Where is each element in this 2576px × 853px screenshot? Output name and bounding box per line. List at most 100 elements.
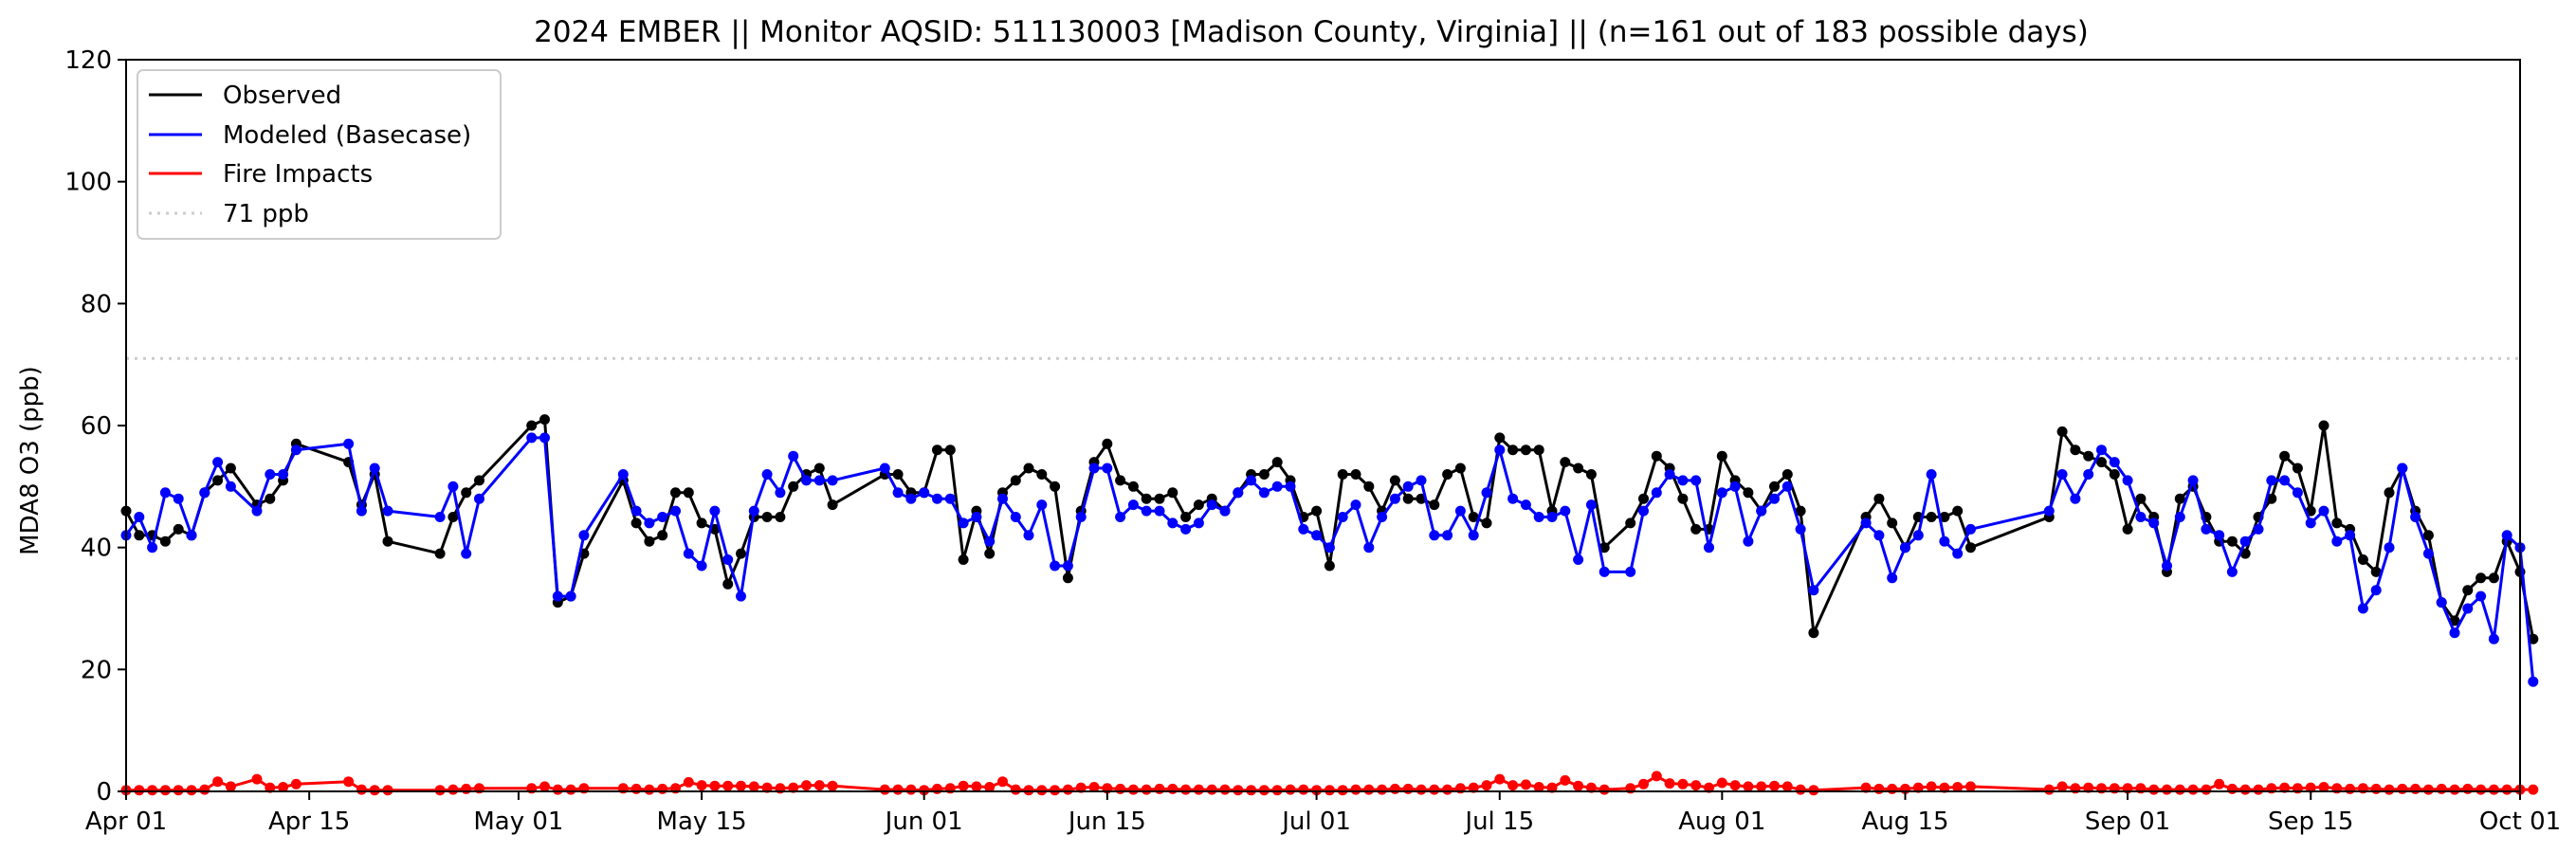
data-point-modeled-basecase [290, 445, 301, 456]
data-point-modeled-basecase [1062, 560, 1073, 572]
data-point-modeled-basecase [1900, 542, 1910, 554]
data-point-modeled-basecase [1912, 530, 1924, 541]
data-point-modeled-basecase [2174, 512, 2185, 522]
data-point-modeled-basecase [1690, 475, 1702, 486]
data-point-fire-impacts [2279, 782, 2291, 793]
data-point-observed [1769, 481, 1780, 492]
data-point-modeled-basecase [159, 487, 171, 499]
data-point-fire-impacts [1520, 779, 1531, 790]
data-point-fire-impacts [2148, 784, 2160, 795]
data-point-modeled-basecase [356, 505, 367, 517]
data-point-modeled-basecase [251, 505, 263, 517]
data-point-modeled-basecase [1219, 505, 1231, 517]
y-tick-label: 60 [81, 412, 112, 441]
data-point-observed [2135, 493, 2147, 504]
data-point-observed [2174, 493, 2185, 504]
data-point-fire-impacts [1377, 784, 1388, 795]
data-point-modeled-basecase [1743, 535, 1754, 547]
data-point-fire-impacts [1690, 780, 1702, 791]
data-point-modeled-basecase [278, 469, 289, 480]
data-point-observed [1324, 560, 1335, 572]
data-point-observed [1429, 499, 1440, 511]
data-point-observed [1115, 475, 1126, 486]
data-point-fire-impacts [1468, 782, 1479, 793]
chart-title: 2024 EMBER || Monitor AQSID: 511130003 [… [534, 15, 2089, 49]
data-point-observed [1625, 517, 1636, 529]
data-point-modeled-basecase [2528, 676, 2539, 687]
data-point-fire-impacts [2436, 783, 2447, 794]
data-point-modeled-basecase [1023, 530, 1034, 541]
data-point-fire-impacts [134, 785, 145, 796]
data-point-modeled-basecase [2422, 548, 2434, 559]
data-point-modeled-basecase [1167, 517, 1178, 529]
data-point-modeled-basecase [2384, 542, 2395, 554]
data-point-modeled-basecase [2266, 475, 2277, 486]
data-point-modeled-basecase [1664, 469, 1675, 480]
x-tick-label: May 01 [473, 808, 563, 836]
data-point-fire-impacts [1808, 785, 1819, 796]
data-point-fire-impacts [2201, 784, 2212, 795]
data-point-fire-impacts [1533, 782, 1544, 792]
data-point-modeled-basecase [1324, 542, 1335, 554]
data-point-observed [1939, 512, 1950, 522]
data-point-modeled-basecase [1363, 542, 1375, 554]
data-point-observed [1036, 469, 1048, 480]
data-point-modeled-basecase [1873, 530, 1885, 541]
data-point-modeled-basecase [2318, 505, 2329, 517]
data-point-fire-impacts [1233, 785, 1244, 796]
data-point-fire-impacts [1573, 780, 1584, 791]
data-point-fire-impacts [2422, 784, 2434, 795]
data-point-modeled-basecase [461, 548, 472, 559]
x-tick-label: Apr 15 [268, 808, 350, 836]
data-point-fire-impacts [1494, 773, 1506, 785]
data-point-modeled-basecase [199, 487, 210, 499]
data-point-observed [2422, 530, 2434, 541]
data-point-fire-impacts [722, 780, 734, 791]
data-point-modeled-basecase [1677, 475, 1689, 486]
data-point-modeled-basecase [2043, 505, 2055, 517]
data-point-observed [1926, 512, 1937, 522]
data-point-fire-impacts [278, 782, 289, 792]
data-point-observed [434, 548, 446, 559]
data-point-modeled-basecase [1141, 505, 1152, 517]
data-point-observed [1350, 469, 1361, 480]
x-tick-label: May 15 [657, 808, 747, 836]
data-point-observed [1311, 505, 1323, 517]
x-tick-label: Jun 15 [1067, 808, 1146, 836]
data-point-modeled-basecase [892, 487, 904, 499]
data-point-fire-impacts [1664, 778, 1675, 789]
data-point-fire-impacts [2345, 783, 2356, 794]
data-point-fire-impacts [2253, 784, 2264, 795]
data-point-fire-impacts [1912, 782, 1924, 793]
data-point-observed [2096, 457, 2107, 468]
data-point-modeled-basecase [1233, 487, 1244, 499]
data-point-observed [2318, 420, 2329, 431]
data-point-observed [1010, 475, 1021, 486]
data-point-modeled-basecase [382, 505, 393, 517]
data-point-fire-impacts [1062, 784, 1073, 795]
data-point-observed [2462, 585, 2474, 596]
data-point-modeled-basecase [173, 493, 184, 504]
legend-label-modeled: Modeled (Basecase) [223, 121, 471, 150]
data-point-observed [2292, 463, 2303, 474]
data-point-fire-impacts [1677, 778, 1689, 789]
data-point-fire-impacts [434, 785, 446, 796]
data-point-fire-impacts [343, 776, 355, 788]
data-point-fire-impacts [1416, 784, 1427, 795]
data-point-fire-impacts [1939, 782, 1950, 793]
data-point-observed [1690, 523, 1702, 535]
data-point-observed [2226, 535, 2238, 547]
data-point-modeled-basecase [1429, 530, 1440, 541]
data-point-modeled-basecase [1560, 505, 1571, 517]
data-point-modeled-basecase [212, 457, 224, 468]
data-point-fire-impacts [225, 781, 236, 792]
data-point-fire-impacts [1965, 781, 1976, 792]
data-point-fire-impacts [382, 785, 393, 796]
data-point-fire-impacts [827, 780, 838, 791]
data-point-observed [1585, 469, 1597, 480]
data-point-fire-impacts [251, 773, 263, 785]
data-point-fire-impacts [2476, 784, 2487, 795]
data-point-fire-impacts [1743, 781, 1754, 792]
data-point-observed [932, 445, 942, 456]
data-point-fire-impacts [448, 784, 459, 795]
